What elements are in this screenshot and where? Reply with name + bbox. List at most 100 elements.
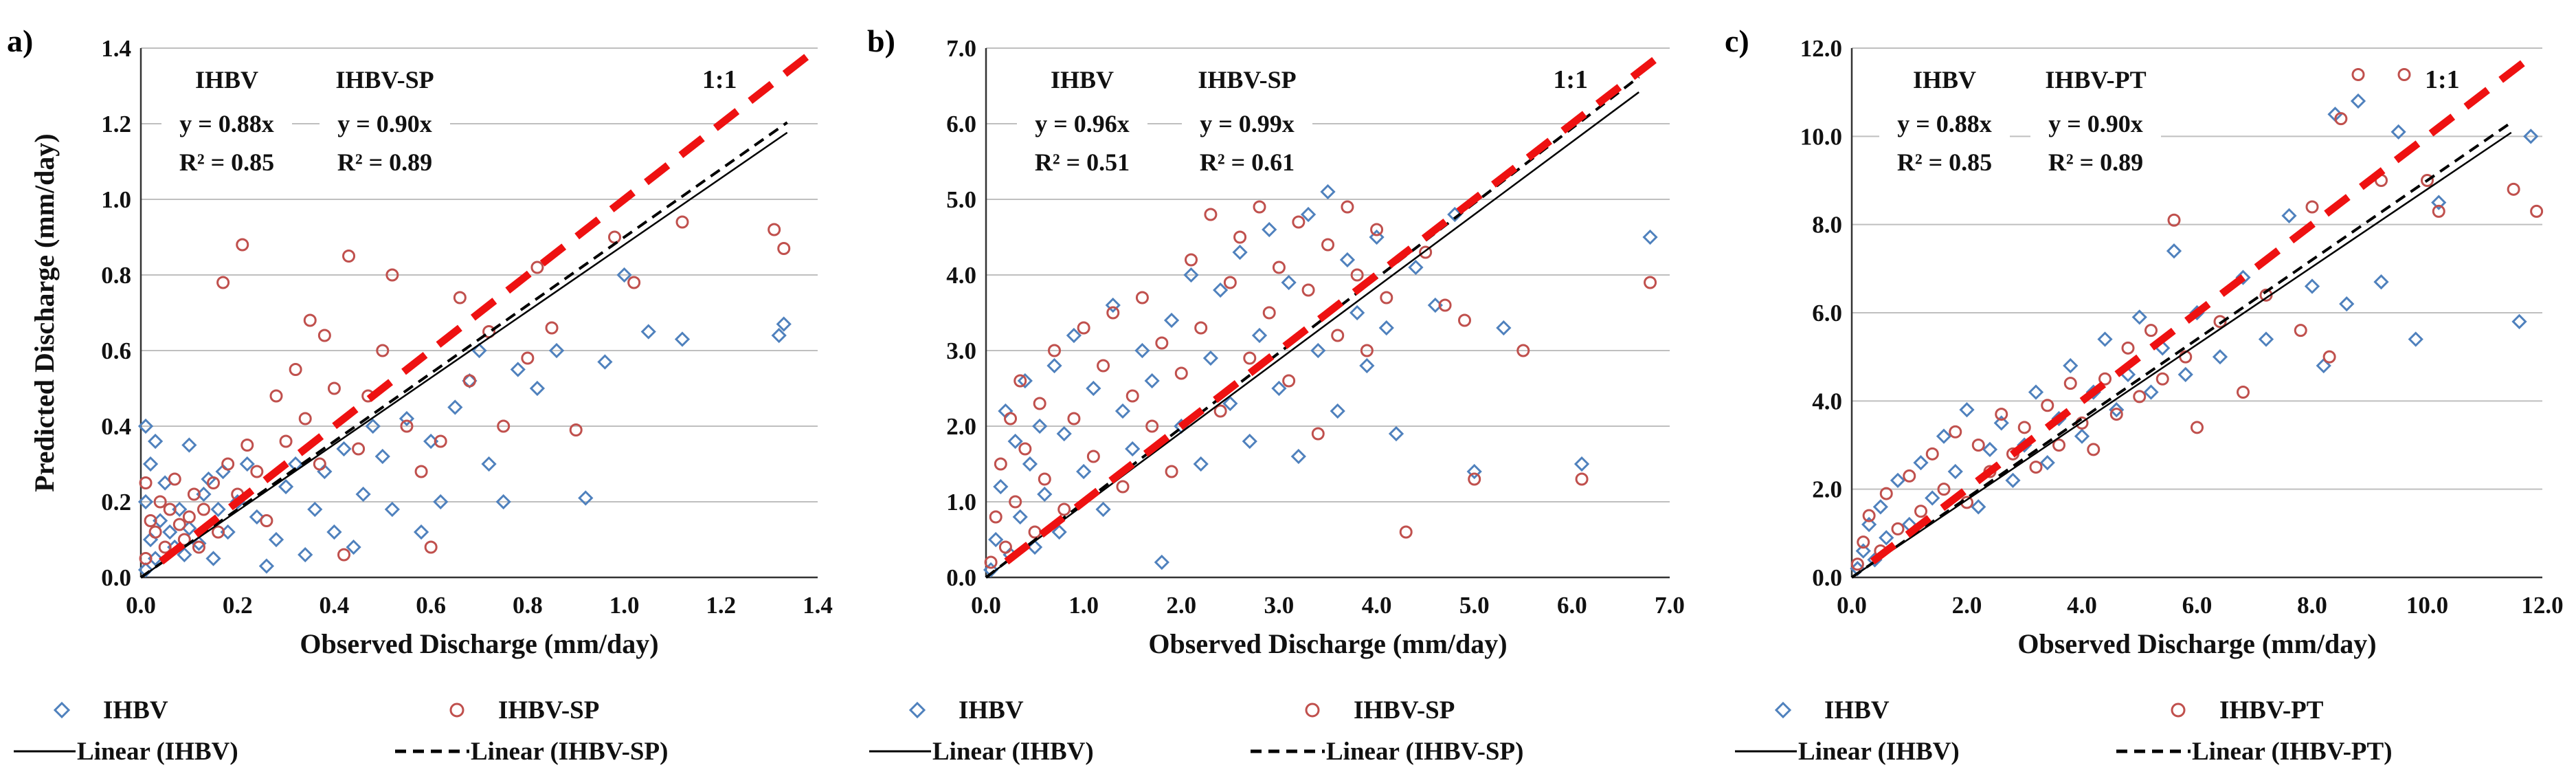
data-point-circle bbox=[139, 552, 153, 565]
x-tick-label: 1.4 bbox=[803, 592, 833, 619]
r-squared: R² = 0.85 bbox=[179, 148, 274, 176]
x-tick-label: 5.0 bbox=[1459, 592, 1490, 619]
legend-label: IHBV-PT bbox=[2219, 696, 2324, 725]
data-point-circle bbox=[1380, 291, 1393, 305]
data-point-diamond bbox=[2177, 366, 2193, 382]
data-point-diamond bbox=[2431, 195, 2447, 210]
data-point-diamond bbox=[2304, 278, 2320, 294]
data-point-circle bbox=[2052, 439, 2065, 452]
x-tick-label: 0.2 bbox=[223, 592, 253, 619]
data-point-diamond bbox=[1466, 463, 1482, 480]
data-point-circle bbox=[1116, 480, 1130, 494]
legend-label: IHBV bbox=[103, 696, 168, 725]
data-point-diamond bbox=[1300, 206, 1317, 223]
data-point-diamond bbox=[268, 531, 284, 548]
data-point-circle bbox=[298, 412, 312, 425]
data-point-diamond bbox=[1936, 428, 1952, 444]
data-point-diamond bbox=[2005, 472, 2021, 488]
data-point-diamond bbox=[1144, 373, 1160, 389]
data-point-circle bbox=[2294, 324, 2307, 338]
data-point-circle bbox=[2397, 68, 2411, 81]
data-point-circle bbox=[279, 434, 293, 448]
data-point-circle bbox=[1399, 525, 1413, 539]
x-axis-title: Observed Discharge (mm/day) bbox=[1148, 628, 1507, 659]
data-point-circle bbox=[1644, 276, 1657, 289]
data-point-circle bbox=[1311, 427, 1325, 441]
y-tick-label: 12.0 bbox=[1800, 35, 1842, 62]
data-point-diamond bbox=[2235, 269, 2251, 285]
data-point-diamond bbox=[2074, 428, 2090, 444]
regression-equation: y = 0.90x bbox=[337, 110, 432, 137]
data-point-circle bbox=[269, 389, 283, 403]
data-point-circle bbox=[212, 525, 225, 539]
data-point-diamond bbox=[1890, 472, 1906, 488]
x-tick-label: 7.0 bbox=[1655, 592, 1685, 619]
data-point-diamond bbox=[1339, 252, 1356, 268]
legend-marker-circle bbox=[1305, 703, 1320, 718]
data-point-diamond bbox=[1349, 305, 1365, 321]
data-point-diamond bbox=[597, 354, 613, 370]
data-point-diamond bbox=[447, 399, 463, 415]
data-point-circle bbox=[1862, 509, 1876, 522]
data-point-circle bbox=[453, 291, 467, 305]
data-point-circle bbox=[2063, 377, 2077, 390]
data-point-circle bbox=[2155, 372, 2169, 386]
equation-background bbox=[1017, 107, 1147, 139]
data-point-circle bbox=[994, 457, 1007, 471]
data-point-diamond bbox=[1971, 499, 1986, 515]
data-point-diamond bbox=[1037, 486, 1053, 502]
model-heading: IHBV-PT bbox=[2045, 66, 2146, 93]
data-point-circle bbox=[303, 313, 317, 327]
data-point-diamond bbox=[2109, 402, 2125, 418]
data-point-diamond bbox=[1879, 530, 1894, 546]
x-axis-title: Observed Discharge (mm/day) bbox=[300, 628, 658, 659]
data-point-diamond bbox=[1330, 403, 1345, 419]
data-point-diamond bbox=[1959, 402, 1975, 418]
y-tick-label: 1.0 bbox=[946, 489, 976, 516]
y-tick-label: 5.0 bbox=[946, 186, 976, 213]
data-point-circle bbox=[1341, 200, 1354, 214]
data-point-diamond bbox=[2212, 349, 2228, 365]
data-point-circle bbox=[216, 276, 230, 289]
data-point-diamond bbox=[2281, 208, 2297, 223]
legend-marker-diamond bbox=[908, 701, 926, 719]
data-point-diamond bbox=[1154, 554, 1169, 571]
data-point-circle bbox=[2041, 399, 2054, 412]
x-tick-label: 0.4 bbox=[320, 592, 350, 619]
data-point-diamond bbox=[2408, 331, 2423, 347]
data-point-circle bbox=[1438, 298, 1452, 312]
r-squared: R² = 0.89 bbox=[2048, 148, 2143, 176]
data-point-circle bbox=[998, 540, 1012, 554]
panel-0: a) 0.0 0.2 0.4 0.6 0.8 1.0 1.2 1.4 0.0 0.2 0.4 0.6 0.… bbox=[7, 23, 833, 766]
trendline-IHBV bbox=[1851, 131, 2512, 579]
data-point-circle bbox=[627, 276, 641, 289]
y-tick-label: 0.0 bbox=[946, 564, 976, 591]
legend-label: IHBV-SP bbox=[1354, 696, 1455, 725]
data-point-diamond bbox=[258, 558, 275, 574]
model-heading: IHBV bbox=[195, 66, 258, 93]
y-tick-label: 1.4 bbox=[101, 35, 131, 62]
data-point-circle bbox=[2507, 182, 2520, 196]
data-point-circle bbox=[1370, 223, 1384, 236]
trendline-IHBV bbox=[140, 131, 788, 579]
trendline-IHBV-PT bbox=[1850, 121, 2512, 579]
data-point-circle bbox=[2098, 372, 2112, 386]
y-tick-label: 4.0 bbox=[946, 262, 976, 289]
model-heading: IHBV bbox=[1051, 66, 1114, 93]
data-point-diamond bbox=[1213, 282, 1229, 298]
data-point-circle bbox=[1419, 245, 1433, 259]
trendline-IHBV-SP bbox=[139, 121, 788, 579]
data-point-circle bbox=[2109, 408, 2123, 421]
data-point-circle bbox=[1086, 450, 1100, 463]
data-point-diamond bbox=[2339, 296, 2355, 312]
data-point-circle bbox=[385, 268, 399, 282]
y-tick-label: 2.0 bbox=[1812, 476, 1842, 503]
data-point-circle bbox=[172, 518, 186, 531]
data-point-diamond bbox=[2316, 357, 2331, 374]
data-point-circle bbox=[153, 495, 167, 509]
data-point-diamond bbox=[1855, 543, 1871, 559]
y-tick-label: 6.0 bbox=[1812, 300, 1842, 327]
data-point-diamond bbox=[1193, 456, 1209, 472]
data-point-diamond bbox=[1388, 425, 1404, 442]
data-point-diamond bbox=[1378, 320, 1394, 336]
